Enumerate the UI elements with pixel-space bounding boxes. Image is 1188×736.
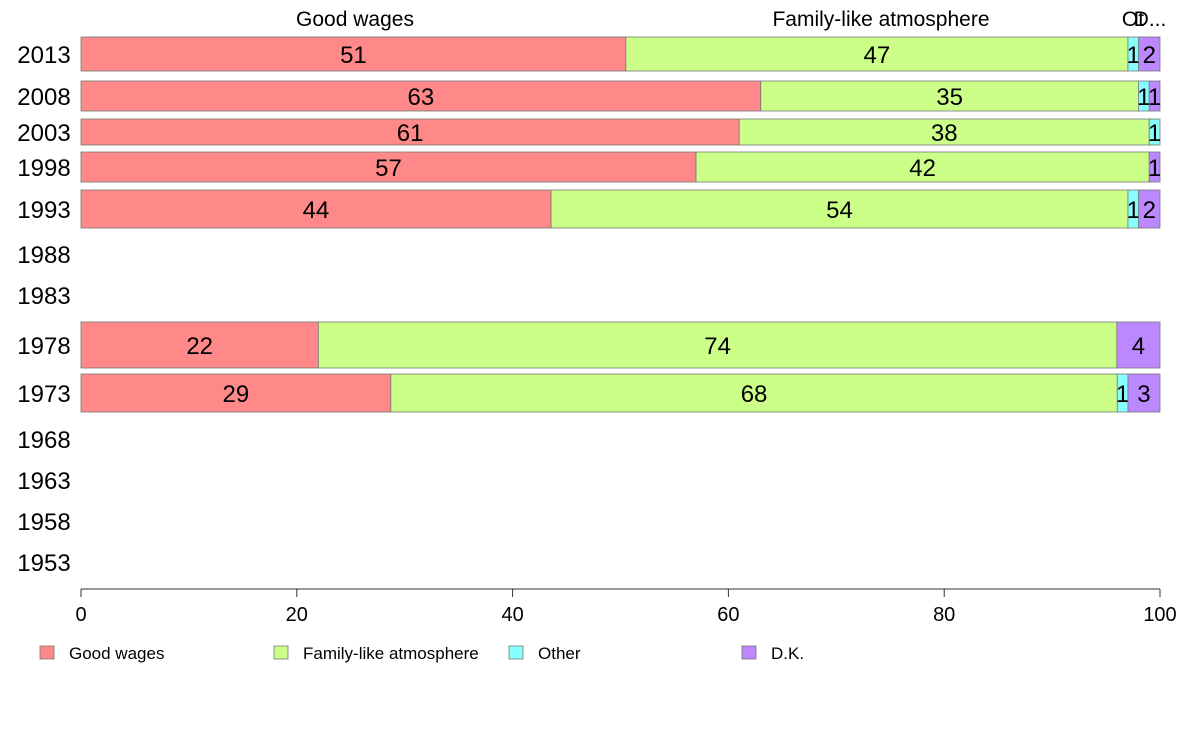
legend-label: Good wages bbox=[69, 644, 164, 663]
bar-segment bbox=[1148, 118, 1161, 146]
bar-segment bbox=[1148, 151, 1161, 183]
data-label: 68 bbox=[741, 381, 768, 408]
year-label: 2013 bbox=[17, 42, 70, 69]
data-label: 54 bbox=[826, 197, 853, 224]
top-series-label: Good wages bbox=[296, 8, 414, 31]
year-label: 1958 bbox=[17, 509, 70, 536]
data-label: 61 bbox=[397, 120, 424, 147]
x-tick-label: 60 bbox=[717, 604, 739, 626]
year-label: 2003 bbox=[17, 120, 70, 147]
bar-segment bbox=[625, 36, 1129, 72]
data-label: 44 bbox=[303, 197, 330, 224]
x-tick-label: 40 bbox=[501, 604, 523, 626]
data-label: 63 bbox=[408, 84, 435, 111]
x-tick-label: 80 bbox=[933, 604, 955, 626]
data-label: 1 bbox=[1127, 197, 1140, 224]
top-series-label: Family-like atmosphere bbox=[772, 8, 989, 31]
bar-segment bbox=[80, 118, 740, 146]
year-label: 1953 bbox=[17, 550, 70, 577]
year-label: 1988 bbox=[17, 242, 70, 269]
data-label: 42 bbox=[909, 155, 936, 182]
legend-swatch bbox=[741, 645, 757, 660]
year-label: 1978 bbox=[17, 333, 70, 360]
legend-label: Other bbox=[538, 644, 581, 663]
legend-label: D.K. bbox=[771, 644, 804, 663]
bar-segment bbox=[80, 321, 319, 369]
legend-swatch bbox=[39, 645, 55, 660]
year-label: 1998 bbox=[17, 155, 70, 182]
bar-segment bbox=[1116, 321, 1161, 369]
legend-swatch bbox=[273, 645, 289, 660]
data-label: 57 bbox=[375, 155, 402, 182]
data-label: 1 bbox=[1127, 42, 1140, 69]
data-label: 1 bbox=[1148, 120, 1161, 147]
bar-segment bbox=[80, 373, 392, 413]
top-series-label: D... bbox=[1134, 8, 1167, 31]
data-label: 74 bbox=[704, 333, 731, 360]
x-tick-label: 0 bbox=[75, 604, 86, 626]
data-label: 38 bbox=[931, 120, 958, 147]
bar-segment bbox=[1138, 36, 1161, 72]
data-label: 2 bbox=[1143, 42, 1156, 69]
legend-swatch bbox=[508, 645, 524, 660]
data-label: 1 bbox=[1116, 381, 1129, 408]
data-label: 2 bbox=[1143, 197, 1156, 224]
data-label: 51 bbox=[340, 42, 367, 69]
data-label: 3 bbox=[1137, 381, 1150, 408]
year-label: 1963 bbox=[17, 468, 70, 495]
bar-segment bbox=[80, 80, 762, 112]
bar-segment bbox=[1148, 80, 1161, 112]
top-series-label: Ot bbox=[1122, 8, 1144, 31]
bar-segment bbox=[1138, 189, 1161, 229]
year-label: 1973 bbox=[17, 381, 70, 408]
x-tick-label: 20 bbox=[286, 604, 308, 626]
data-label: 47 bbox=[864, 42, 891, 69]
legend-label: Family-like atmosphere bbox=[303, 644, 479, 663]
bar-segment bbox=[550, 189, 1129, 229]
data-label: 22 bbox=[186, 333, 213, 360]
year-label: 1993 bbox=[17, 197, 70, 224]
data-label: 4 bbox=[1132, 333, 1145, 360]
x-tick-label: 100 bbox=[1143, 604, 1176, 626]
data-label: 35 bbox=[936, 84, 963, 111]
bar-segment bbox=[80, 189, 552, 229]
data-label: 1 bbox=[1137, 84, 1150, 111]
data-label: 1 bbox=[1148, 155, 1161, 182]
bar-segment bbox=[80, 151, 697, 183]
bar-segment bbox=[317, 321, 1118, 369]
data-label: 29 bbox=[223, 381, 250, 408]
data-label: 1 bbox=[1148, 84, 1161, 111]
year-label: 2008 bbox=[17, 84, 70, 111]
year-label: 1983 bbox=[17, 283, 70, 310]
bar-segment bbox=[1127, 373, 1161, 413]
year-label: 1968 bbox=[17, 427, 70, 454]
